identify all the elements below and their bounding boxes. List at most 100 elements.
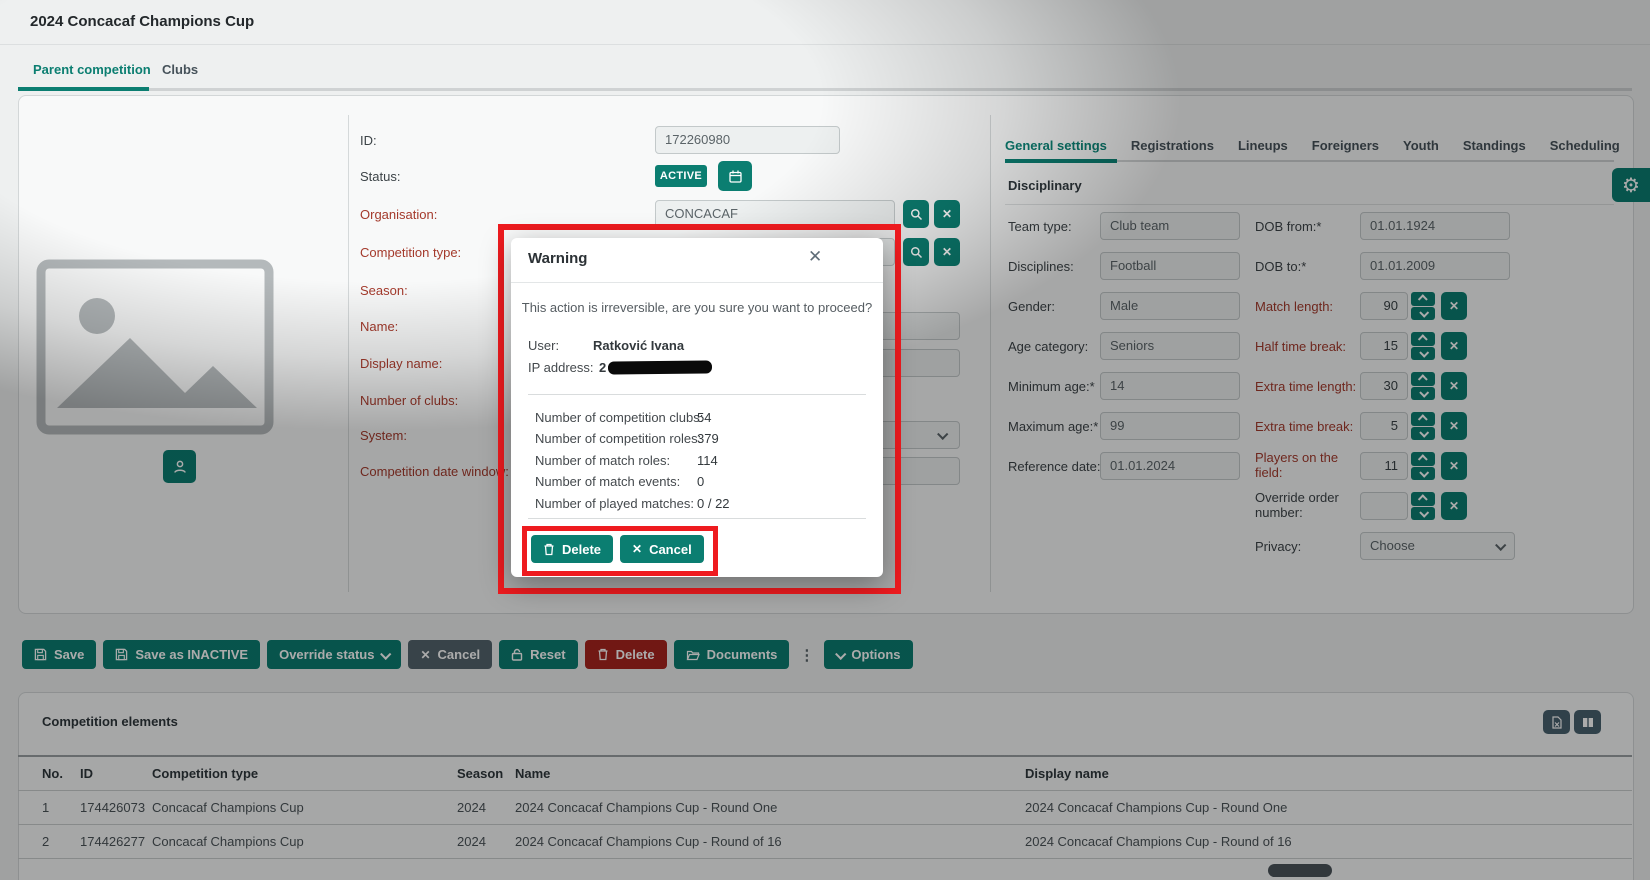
calendar-icon	[728, 169, 743, 184]
dob-from-input[interactable]: 01.01.1924	[1360, 212, 1510, 240]
tab-scheduling[interactable]: Scheduling	[1549, 138, 1620, 153]
modal-divider	[528, 394, 866, 395]
privacy-select[interactable]: Choose	[1360, 532, 1515, 560]
cancel-button[interactable]: ✕ Cancel	[408, 640, 493, 669]
tab-registrations[interactable]: Registrations	[1130, 138, 1214, 153]
competition-type-search-button[interactable]	[903, 238, 929, 266]
clear-icon: ✕	[941, 245, 953, 259]
players-on-field-clear-button[interactable]: ✕	[1441, 452, 1467, 480]
step-down-button[interactable]	[1411, 426, 1435, 440]
override-status-button[interactable]: Override status	[267, 640, 402, 669]
minimum-age-input[interactable]: 14	[1100, 372, 1240, 400]
options-button[interactable]: Options	[824, 640, 913, 669]
settings-active-underline	[1005, 159, 1117, 163]
extra-time-break-input[interactable]: 5	[1360, 412, 1408, 440]
horizontal-scrollbar-thumb[interactable]	[1268, 864, 1332, 877]
reference-date-input[interactable]: 01.01.2024	[1100, 452, 1240, 480]
documents-button[interactable]: Documents	[673, 640, 790, 669]
chevron-down-icon	[1418, 307, 1429, 318]
disciplines-input[interactable]: Football	[1100, 252, 1240, 280]
players-on-field-input[interactable]: 11	[1360, 452, 1408, 480]
season-label: Season:	[360, 283, 408, 298]
extra-time-length-label: Extra time length:	[1255, 379, 1357, 394]
col-no[interactable]: No.	[42, 766, 63, 781]
age-category-input[interactable]: Seniors	[1100, 332, 1240, 360]
extra-time-break-clear-button[interactable]: ✕	[1441, 412, 1467, 440]
gender-input[interactable]: Male	[1100, 292, 1240, 320]
half-time-break-clear-button[interactable]: ✕	[1441, 332, 1467, 360]
col-season[interactable]: Season	[457, 766, 504, 781]
clear-icon: ✕	[1448, 299, 1460, 313]
step-down-button[interactable]	[1411, 506, 1435, 520]
table-title: Competition elements	[42, 714, 178, 729]
cell-name: 2024 Concacaf Champions Cup - Round One	[515, 800, 778, 815]
extra-time-length-clear-button[interactable]: ✕	[1441, 372, 1467, 400]
gear-icon: ⚙	[1622, 174, 1640, 197]
match-length-clear-button[interactable]: ✕	[1441, 292, 1467, 320]
person-button[interactable]	[163, 450, 196, 483]
dob-to-input[interactable]: 01.01.2009	[1360, 252, 1510, 280]
tab-standings[interactable]: Standings	[1462, 138, 1526, 153]
save-as-inactive-button[interactable]: Save as INACTIVE	[103, 640, 261, 669]
settings-gear-button[interactable]: ⚙	[1612, 168, 1650, 202]
players-on-field-stepper[interactable]	[1411, 452, 1435, 480]
table-row[interactable]: 1 174426073 Concacaf Champions Cup 2024 …	[18, 791, 1632, 824]
gender-label: Gender:	[1008, 299, 1055, 314]
close-icon[interactable]: ✕	[808, 247, 823, 266]
warning-modal: Warning ✕ This action is irreversible, a…	[511, 238, 883, 577]
override-order-input[interactable]	[1360, 492, 1408, 520]
match-length-input[interactable]: 90	[1360, 292, 1408, 320]
modal-delete-button[interactable]: Delete	[531, 535, 614, 563]
table-row[interactable]: 2 174426277 Concacaf Champions Cup 2024 …	[18, 825, 1632, 858]
tab-clubs[interactable]: Clubs	[162, 62, 199, 77]
step-down-button[interactable]	[1411, 386, 1435, 400]
save-icon	[34, 648, 47, 661]
chevron-up-icon	[1417, 414, 1428, 425]
export-file-button[interactable]	[1543, 710, 1570, 734]
col-display-name[interactable]: Display name	[1025, 766, 1109, 781]
step-up-button[interactable]	[1411, 412, 1435, 426]
half-time-break-stepper[interactable]	[1411, 332, 1435, 360]
maximum-age-input[interactable]: 99	[1100, 412, 1240, 440]
extra-time-break-stepper[interactable]	[1411, 412, 1435, 440]
modal-cancel-button[interactable]: ✕ Cancel	[620, 535, 704, 563]
step-down-button[interactable]	[1411, 466, 1435, 480]
minimum-age-label: Minimum age:*	[1008, 379, 1095, 394]
tab-foreigners[interactable]: Foreigners	[1311, 138, 1379, 153]
col-competition-type[interactable]: Competition type	[152, 766, 259, 781]
status-history-button[interactable]	[718, 161, 752, 191]
team-type-input[interactable]: Club team	[1100, 212, 1240, 240]
tab-general-settings[interactable]: General settings	[1005, 138, 1107, 153]
step-up-button[interactable]	[1411, 452, 1435, 466]
step-up-button[interactable]	[1411, 372, 1435, 386]
step-down-button[interactable]	[1411, 306, 1435, 320]
step-up-button[interactable]	[1411, 492, 1435, 506]
step-down-button[interactable]	[1411, 346, 1435, 360]
reset-button[interactable]: Reset	[499, 640, 578, 669]
id-input[interactable]: 172260980	[655, 126, 840, 154]
override-order-stepper[interactable]	[1411, 492, 1435, 520]
tab-parent-competition[interactable]: Parent competition	[33, 62, 151, 77]
tab-youth[interactable]: Youth	[1402, 138, 1439, 153]
cell-id: 174426073	[80, 800, 146, 815]
override-order-clear-button[interactable]: ✕	[1441, 492, 1467, 520]
organisation-clear-button[interactable]: ✕	[934, 200, 960, 228]
columns-button[interactable]	[1574, 710, 1601, 734]
extra-time-length-stepper[interactable]	[1411, 372, 1435, 400]
step-up-button[interactable]	[1411, 332, 1435, 346]
delete-button[interactable]: Delete	[584, 640, 667, 669]
competition-type-clear-button[interactable]: ✕	[934, 238, 960, 266]
half-time-break-input[interactable]: 15	[1360, 332, 1408, 360]
tab-lineups[interactable]: Lineups	[1237, 138, 1288, 153]
modal-divider	[528, 518, 866, 519]
col-id[interactable]: ID	[80, 766, 93, 781]
save-button[interactable]: Save	[22, 640, 97, 669]
organisation-search-button[interactable]	[903, 200, 929, 228]
match-length-stepper[interactable]	[1411, 292, 1435, 320]
extra-time-length-input[interactable]: 30	[1360, 372, 1408, 400]
step-up-button[interactable]	[1411, 292, 1435, 306]
competition-logo-placeholder	[35, 258, 275, 436]
col-name[interactable]: Name	[515, 766, 551, 781]
chevron-up-icon	[1417, 494, 1428, 505]
stat-value: 379	[697, 431, 719, 446]
